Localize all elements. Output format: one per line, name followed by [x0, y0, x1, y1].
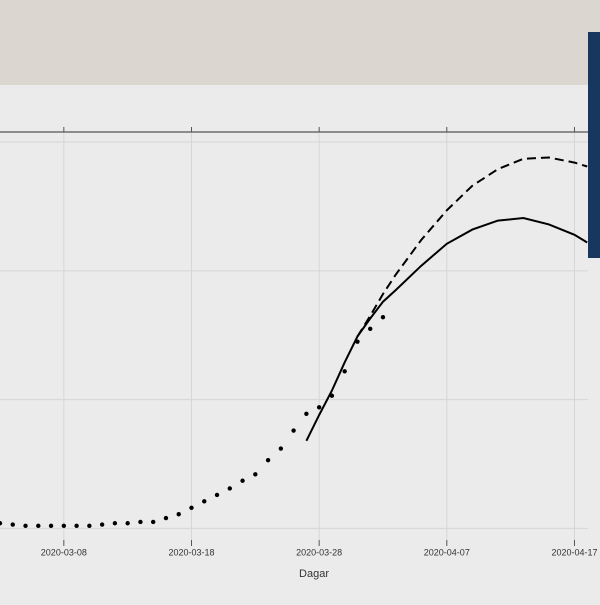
data-point	[291, 428, 296, 433]
data-point	[240, 478, 245, 483]
data-point	[202, 499, 207, 504]
data-point	[163, 515, 169, 521]
data-point	[253, 472, 258, 477]
data-point	[189, 505, 194, 511]
data-point	[176, 512, 181, 517]
x-tick-label: 2020-04-07	[424, 547, 470, 557]
data-point	[265, 457, 271, 463]
data-point	[304, 411, 309, 416]
data-point	[278, 446, 284, 451]
fit-line	[356, 156, 588, 338]
data-point	[150, 519, 156, 525]
data-point	[36, 523, 41, 529]
data-point	[23, 523, 28, 529]
data-point	[138, 519, 143, 525]
data-point	[10, 522, 15, 527]
x-tick-label: 2020-03-08	[41, 547, 87, 557]
data-point	[342, 369, 347, 374]
fit-line	[305, 216, 588, 442]
data-point	[0, 521, 3, 526]
data-point	[74, 523, 79, 529]
data-point	[125, 521, 130, 526]
data-point	[61, 523, 67, 529]
marks	[0, 156, 588, 529]
x-tick-label: 2020-03-18	[168, 547, 214, 557]
data-point	[316, 405, 322, 410]
data-point	[87, 523, 92, 529]
legend-box	[588, 32, 600, 258]
data-point	[368, 326, 373, 331]
header-band	[0, 0, 600, 85]
x-axis-title: Dagar	[299, 568, 329, 580]
data-point	[48, 523, 54, 529]
x-tick-label: 2020-04-17	[551, 547, 597, 557]
x-tick-label: 2020-03-28	[296, 547, 342, 557]
data-point	[227, 486, 232, 491]
data-point	[112, 521, 118, 526]
data-point	[380, 314, 386, 320]
data-point	[99, 522, 105, 527]
grid: 2020-03-08 2020-03-18 2020-03-28 2020-04-07…	[0, 127, 597, 557]
data-point	[214, 492, 220, 498]
